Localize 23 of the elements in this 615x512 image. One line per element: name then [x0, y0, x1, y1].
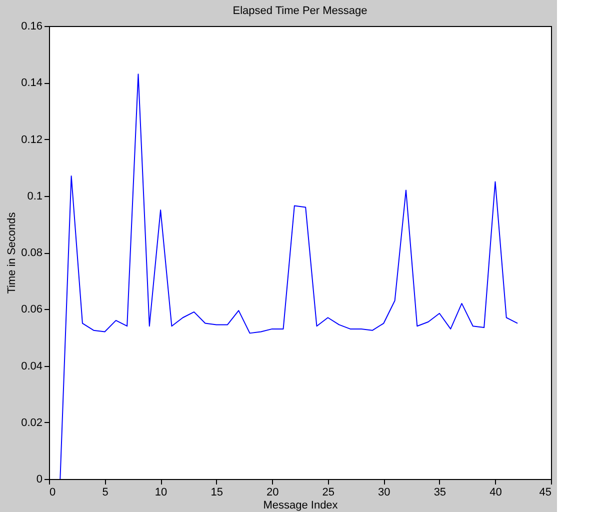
y-tick-label: 0.04 — [21, 360, 42, 372]
x-tick-label: 15 — [210, 486, 223, 498]
chart-title: Elapsed Time Per Message — [232, 5, 368, 17]
line-series — [60, 74, 518, 480]
y-tick-label: 0.16 — [21, 20, 42, 32]
y-tick-label: 0.12 — [21, 134, 42, 146]
y-tick-label: 0.06 — [21, 304, 42, 316]
x-tick-label: 45 — [539, 486, 552, 498]
y-tick-label: 0.14 — [21, 77, 42, 90]
x-tick-label: 0 — [50, 486, 56, 498]
x-axis-title: Message Index — [263, 500, 338, 512]
x-tick-label: 40 — [490, 486, 502, 498]
y-tick-label: 0.08 — [21, 247, 42, 259]
x-tick-label: 5 — [102, 486, 108, 498]
y-axis-title: Time in Seconds — [6, 212, 18, 294]
x-tick-label: 35 — [434, 486, 446, 498]
y-tick-label: 0.1 — [27, 190, 42, 202]
y-tick-label: 0 — [36, 474, 42, 486]
x-tick-label: 25 — [322, 486, 335, 498]
y-tick-label: 0.02 — [21, 416, 42, 429]
x-tick-label: 20 — [266, 486, 279, 498]
x-tick-label: 10 — [154, 486, 168, 498]
x-tick-label: 30 — [378, 486, 390, 498]
